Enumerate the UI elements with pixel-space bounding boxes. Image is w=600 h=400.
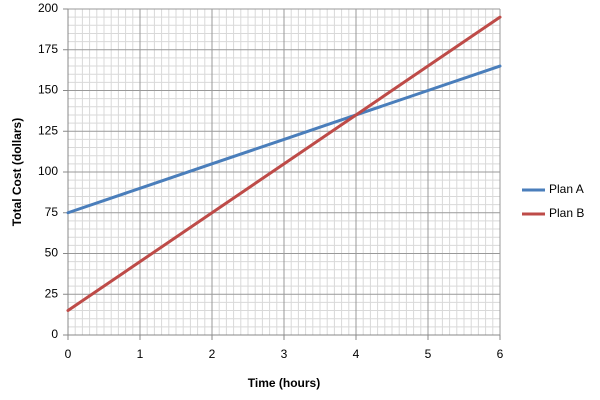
y-tick-label: 175 (38, 42, 58, 56)
legend-label: Plan A (549, 182, 584, 196)
y-tick-label: 125 (38, 123, 58, 137)
x-tick-label: 1 (137, 347, 144, 361)
x-tick-label: 0 (65, 347, 72, 361)
series-line (66, 64, 502, 215)
y-axis-title: Total Cost (dollars) (10, 118, 24, 226)
legend-label: Plan B (549, 206, 584, 220)
y-tick-label: 50 (45, 246, 59, 260)
x-axis-title: Time (hours) (248, 376, 320, 390)
y-tick-label: 75 (45, 205, 59, 219)
y-tick-label: 25 (45, 286, 59, 300)
x-tick-label: 3 (281, 347, 288, 361)
series-line (66, 15, 502, 313)
y-tick-label: 100 (38, 164, 58, 178)
y-tick-label: 200 (38, 1, 58, 15)
x-tick-label: 6 (497, 347, 504, 361)
x-tick-label: 2 (209, 347, 216, 361)
y-tick-label: 0 (51, 327, 58, 341)
x-tick-label: 4 (353, 347, 360, 361)
y-tick-label: 150 (38, 83, 58, 97)
x-tick-label: 5 (425, 347, 432, 361)
